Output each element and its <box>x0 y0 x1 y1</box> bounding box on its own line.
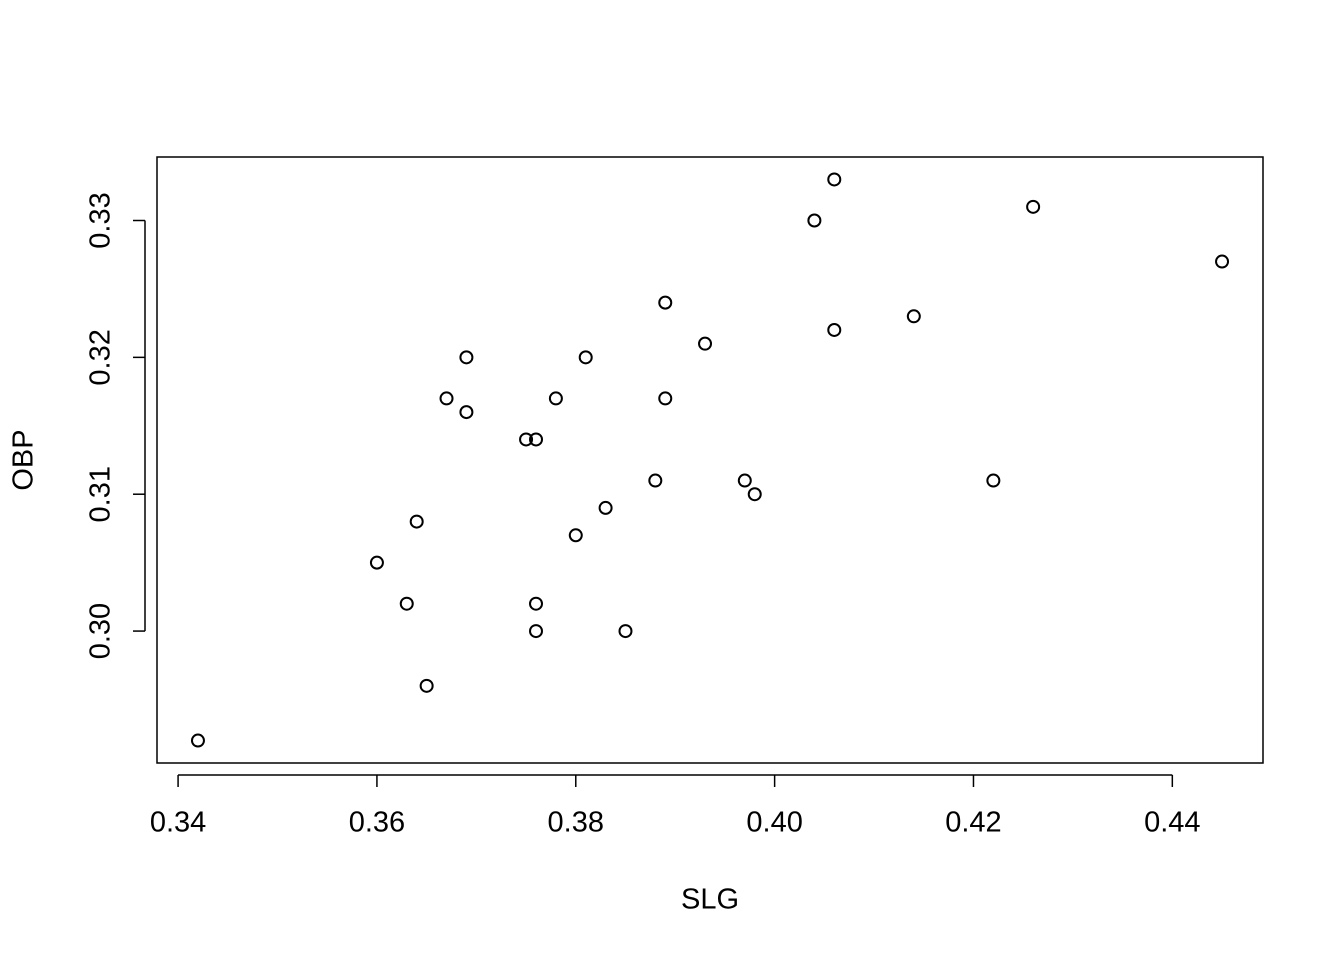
y-tick-label: 0.33 <box>85 192 117 248</box>
point <box>519 432 534 447</box>
point <box>906 309 921 324</box>
point <box>827 172 842 187</box>
point <box>737 473 752 488</box>
point <box>190 733 205 748</box>
point <box>409 514 424 529</box>
y-tick-label: 0.31 <box>85 466 117 522</box>
point <box>658 391 673 406</box>
point <box>986 473 1001 488</box>
point <box>439 391 454 406</box>
point <box>529 624 544 639</box>
point <box>459 405 474 420</box>
x-tick-label: 0.40 <box>746 807 802 839</box>
point <box>1215 254 1230 269</box>
point <box>578 350 593 365</box>
x-tick-label: 0.42 <box>945 807 1001 839</box>
y-tick-label: 0.30 <box>85 603 117 659</box>
point <box>807 213 822 228</box>
point <box>459 350 474 365</box>
point <box>568 528 583 543</box>
plot-box <box>156 156 1264 764</box>
point <box>369 555 384 570</box>
point <box>618 624 633 639</box>
point <box>529 432 544 447</box>
point <box>399 596 414 611</box>
x-tick-label: 0.38 <box>548 807 604 839</box>
x-tick-label: 0.44 <box>1144 807 1200 839</box>
point <box>548 391 563 406</box>
point <box>529 596 544 611</box>
x-tick-label: 0.36 <box>349 807 405 839</box>
point <box>827 322 842 337</box>
point <box>658 295 673 310</box>
point <box>419 678 434 693</box>
x-axis-title: SLG <box>681 884 739 916</box>
x-tick-label: 0.34 <box>150 807 206 839</box>
point <box>648 473 663 488</box>
y-axis-title: OBP <box>8 429 40 490</box>
point <box>698 336 713 351</box>
point <box>747 487 762 502</box>
y-tick-label: 0.32 <box>85 329 117 385</box>
point <box>598 500 613 515</box>
point <box>1026 199 1041 214</box>
